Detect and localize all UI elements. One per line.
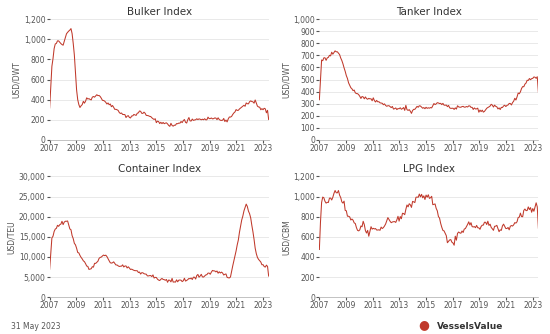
- Y-axis label: USD/TEU: USD/TEU: [7, 220, 16, 254]
- Title: Tanker Index: Tanker Index: [396, 7, 462, 17]
- Y-axis label: USD/DWT: USD/DWT: [282, 61, 290, 98]
- Title: LPG Index: LPG Index: [403, 164, 455, 174]
- Y-axis label: USD/CBM: USD/CBM: [282, 219, 290, 255]
- Y-axis label: USD/DWT: USD/DWT: [12, 61, 21, 98]
- Text: VesselsValue: VesselsValue: [437, 322, 504, 331]
- Title: Bulker Index: Bulker Index: [126, 7, 192, 17]
- Text: ●: ●: [418, 318, 429, 331]
- Title: Container Index: Container Index: [118, 164, 201, 174]
- Text: 31 May 2023: 31 May 2023: [11, 322, 60, 331]
